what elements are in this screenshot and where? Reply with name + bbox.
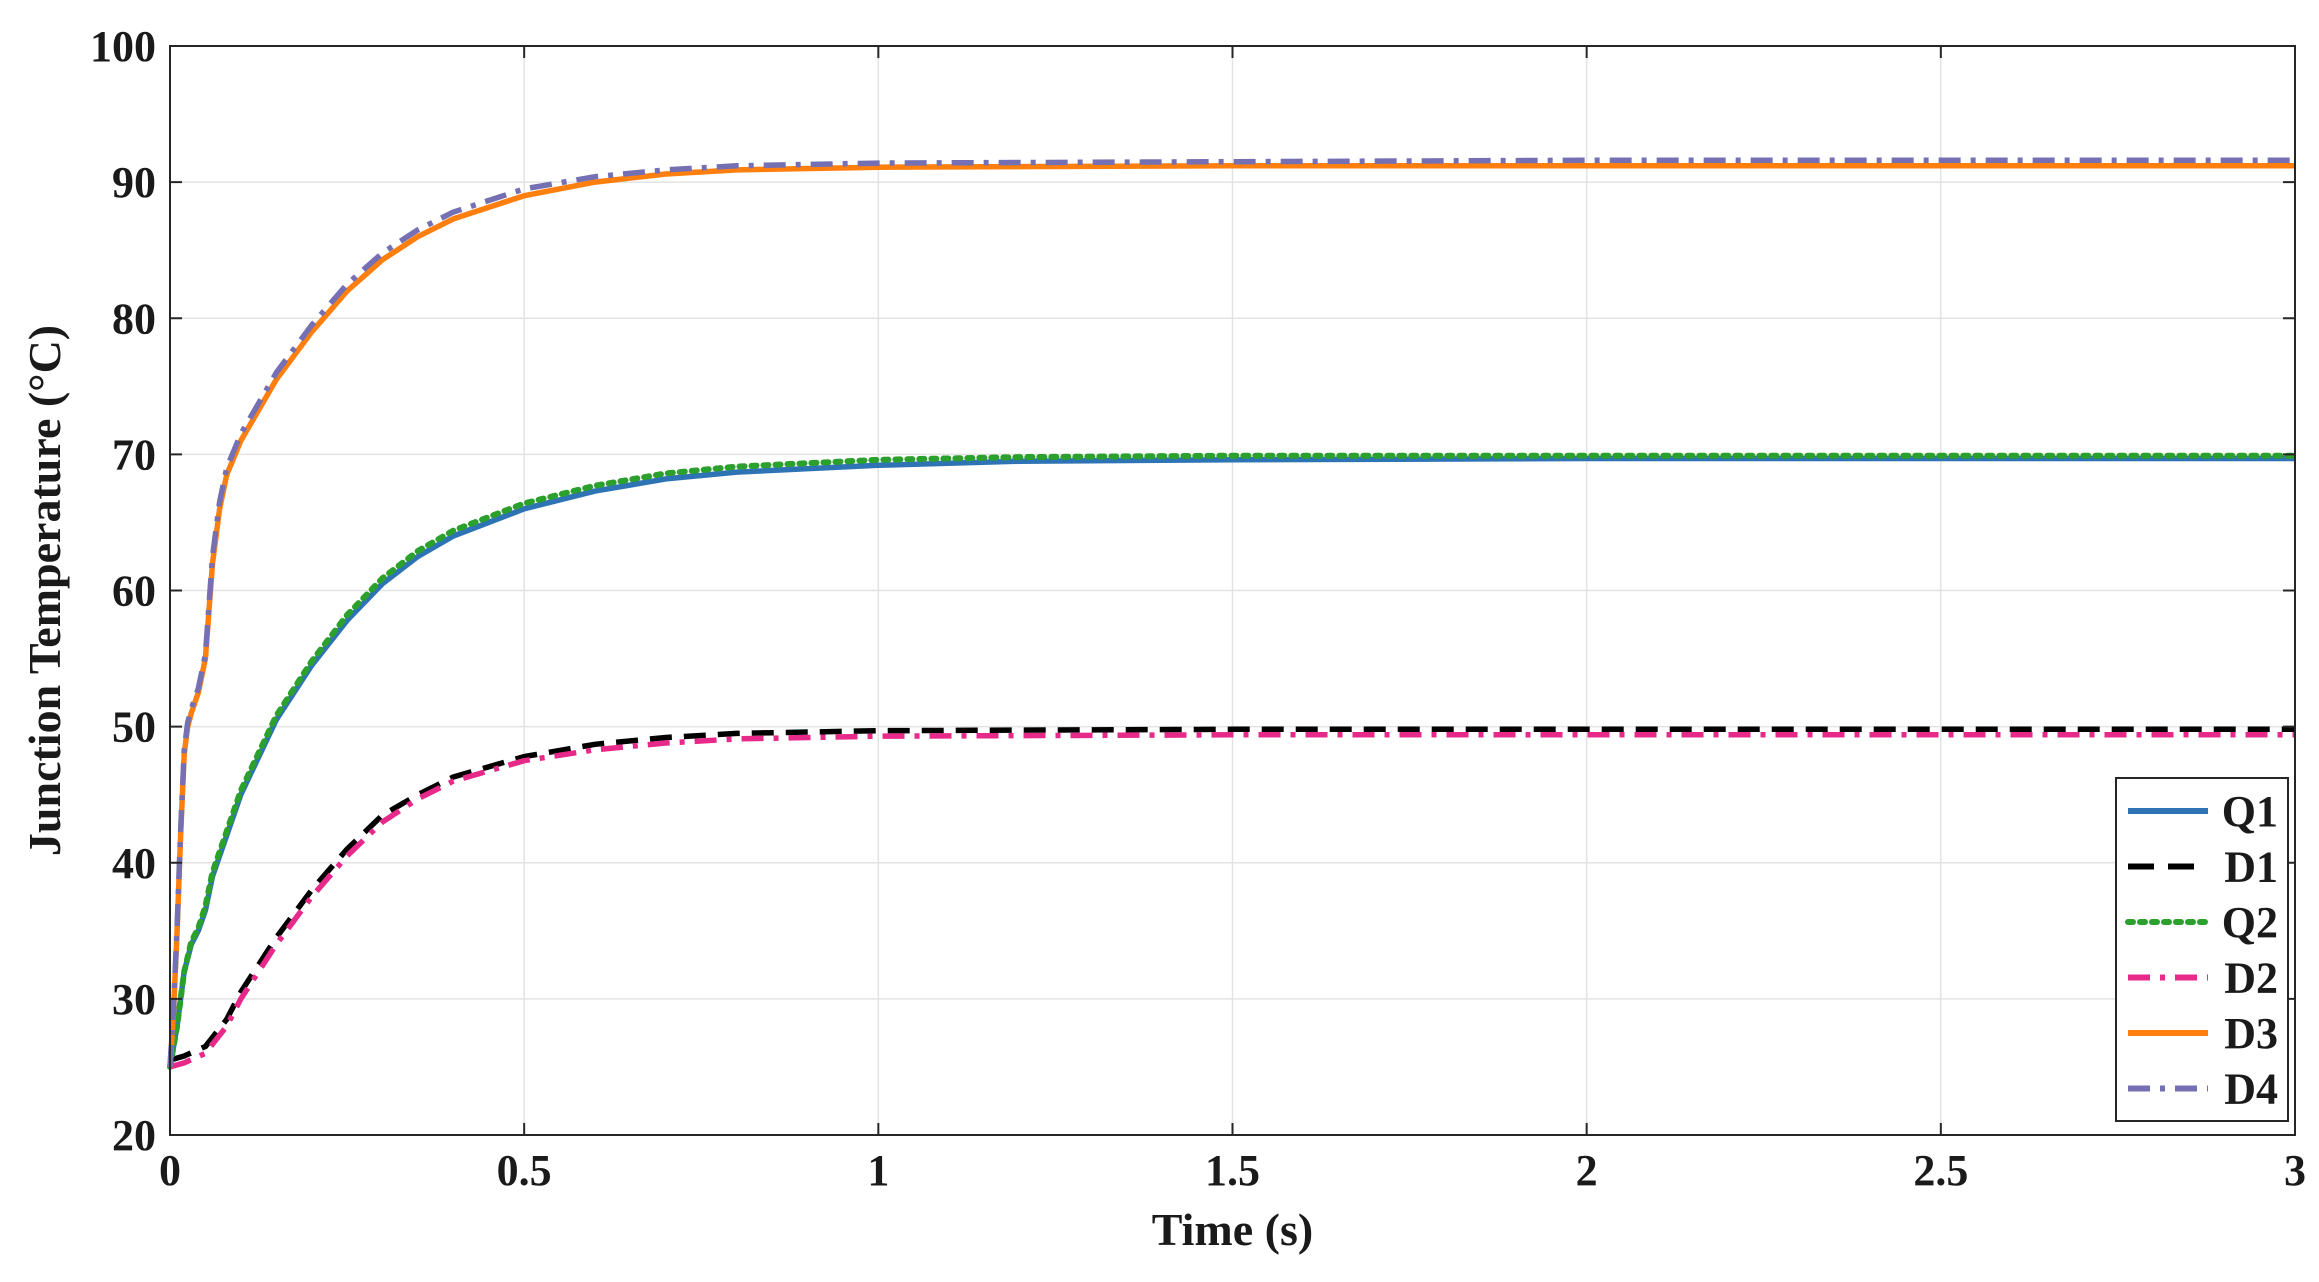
- x-tick-label: 0: [159, 1146, 181, 1195]
- series-line-d4: [167, 157, 2295, 1068]
- x-axis-title: Time (s): [1152, 1204, 1313, 1255]
- y-tick-label: 20: [112, 1111, 156, 1160]
- legend-label: D4: [2224, 1065, 2278, 1114]
- series-line-q2: [167, 452, 2298, 1070]
- x-tick-label: 1.5: [1205, 1146, 1260, 1195]
- y-tick-label: 30: [112, 975, 156, 1024]
- series-line-d1: [169, 726, 2295, 1063]
- legend-label: D2: [2224, 954, 2278, 1003]
- y-axis-title: Junction Temperature (°C): [19, 325, 70, 856]
- legend-label: D3: [2224, 1009, 2278, 1058]
- x-tick-label: 2: [1576, 1146, 1598, 1195]
- y-tick-label: 70: [112, 430, 156, 479]
- y-tick-label: 80: [112, 294, 156, 343]
- legend: Q1 D1 Q2 D2 D3 D4: [2115, 777, 2289, 1122]
- axis-ticks: 0 0.5 1 1.5 2 2.5 3 20 30 40 50 60 70 80 90 100: [90, 22, 2306, 1195]
- series-line-d3: [167, 163, 2295, 1068]
- x-tick-label: 3: [2284, 1146, 2306, 1195]
- y-tick-label: 50: [112, 703, 156, 752]
- series-lines: [167, 157, 2298, 1070]
- legend-box: [2115, 777, 2289, 1122]
- y-tick-label: 100: [90, 22, 156, 71]
- legend-label: Q1: [2222, 787, 2278, 836]
- y-tick-label: 40: [112, 839, 156, 888]
- y-tick-label: 60: [112, 567, 156, 616]
- legend-label: D1: [2224, 843, 2278, 892]
- x-tick-label: 0.5: [497, 1146, 552, 1195]
- x-tick-label: 2.5: [1913, 1146, 1968, 1195]
- series-line-q1: [167, 455, 2295, 1068]
- x-tick-label: 1: [867, 1146, 889, 1195]
- y-tick-label: 90: [112, 158, 156, 207]
- legend-label: Q2: [2222, 898, 2278, 947]
